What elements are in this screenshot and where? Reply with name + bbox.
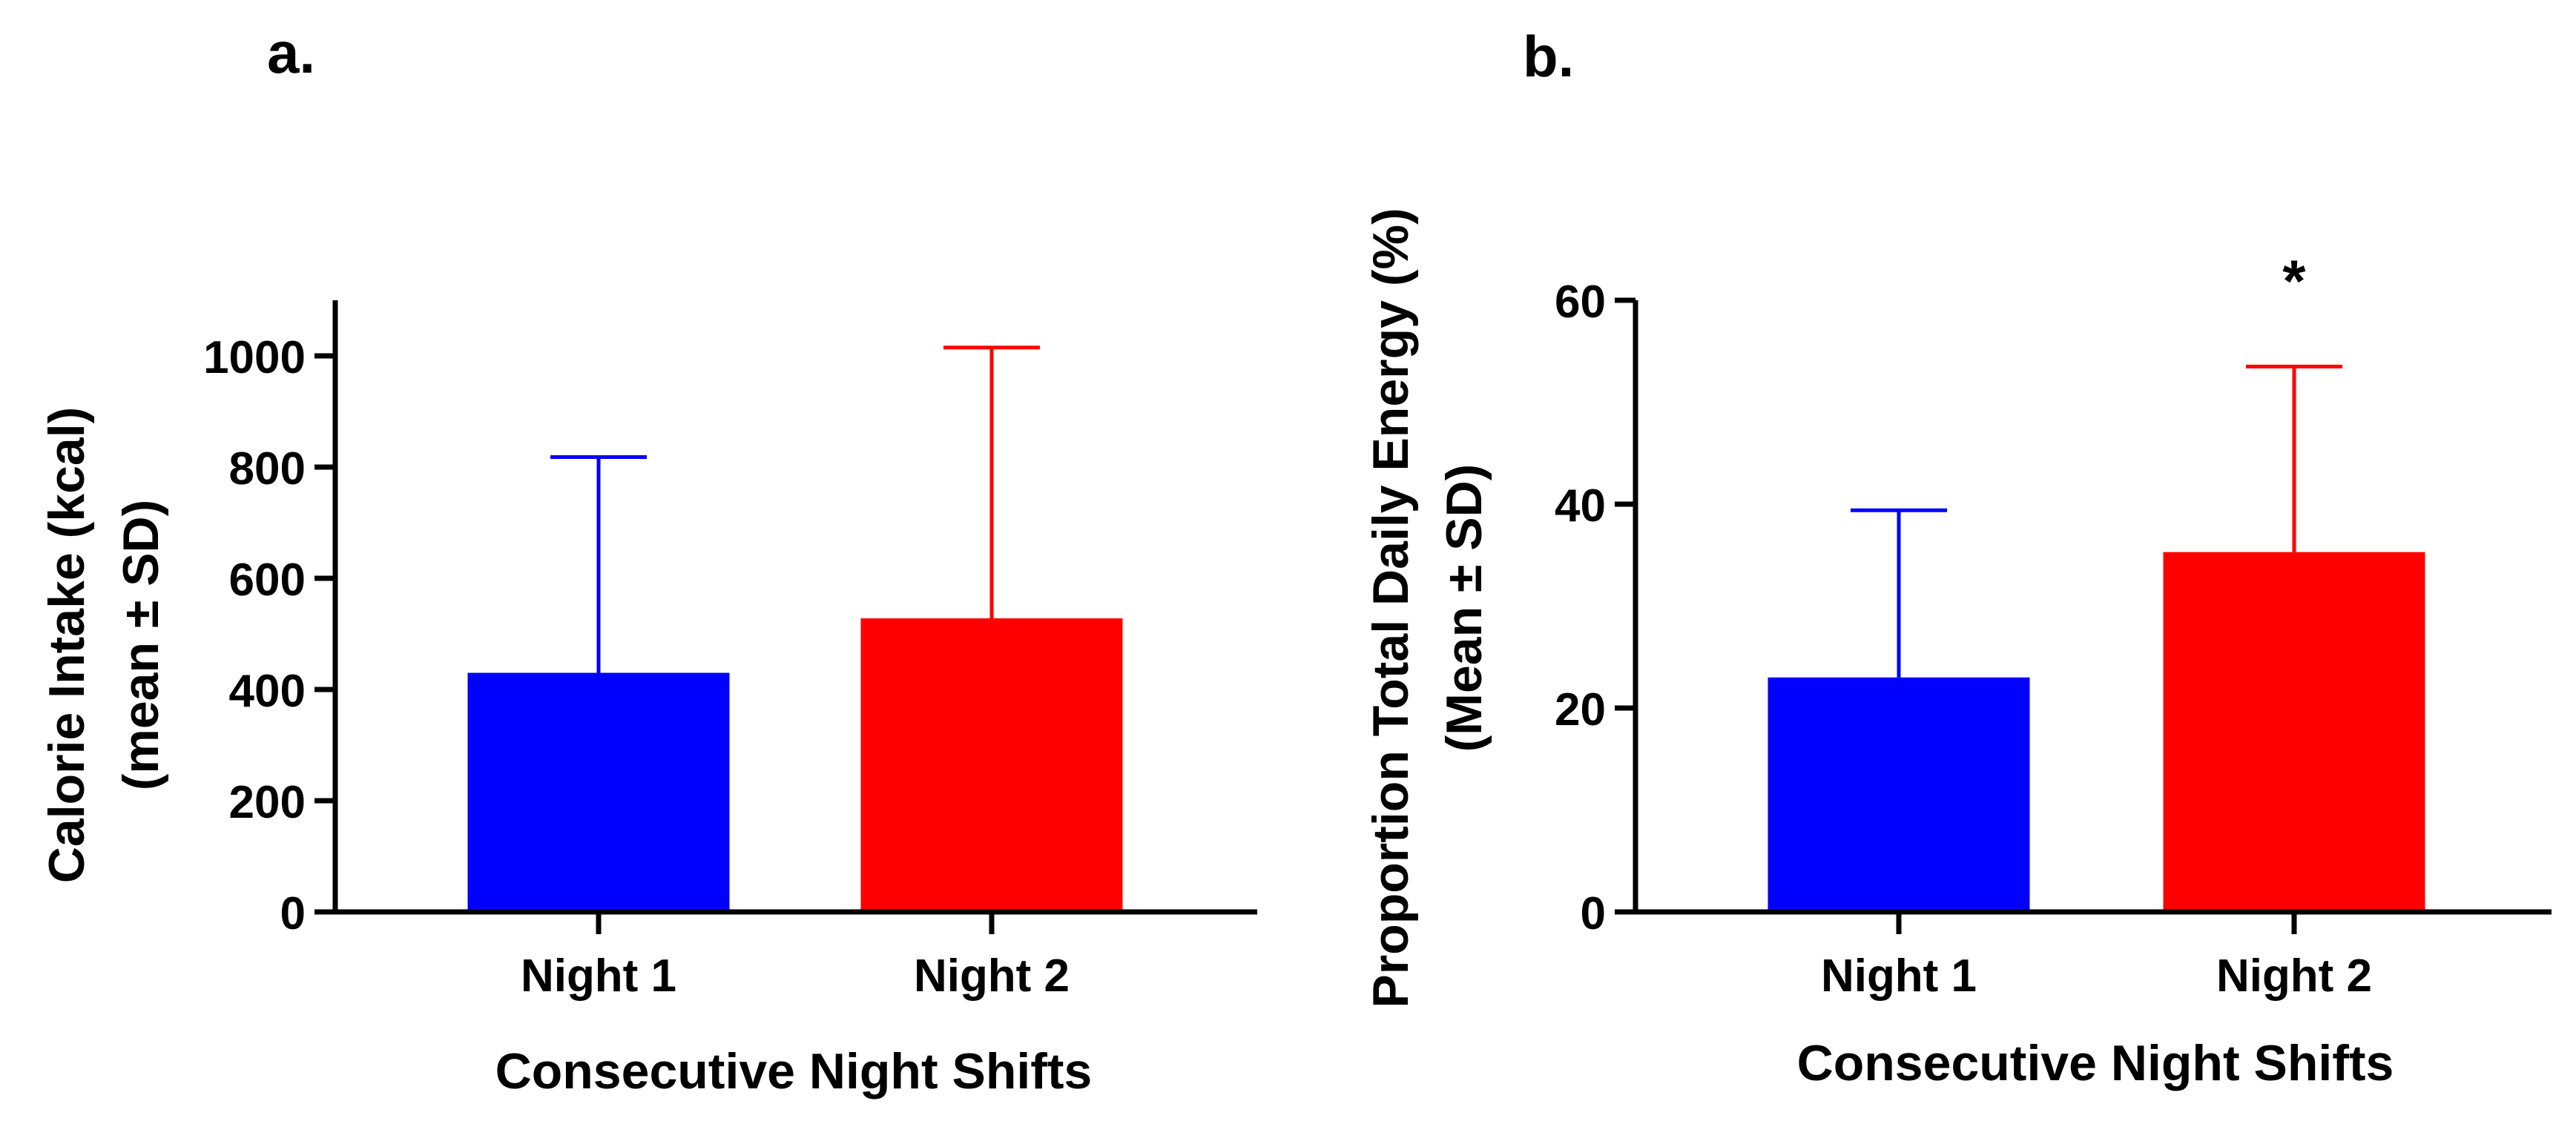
panel-a-y-tick-label-200: 200 bbox=[229, 777, 306, 828]
panel-b-y-tick-label-20: 20 bbox=[1555, 684, 1606, 735]
panel-a-y-tick-label-1000: 1000 bbox=[203, 332, 306, 383]
panel-b-y-axis-title: Proportion Total Daily Energy (%) bbox=[1363, 208, 1419, 1008]
panel-b-x-tick-label-1: Night 1 bbox=[1821, 950, 1977, 1002]
panel-a-y-tick-label-0: 0 bbox=[280, 888, 306, 939]
panel-b-significance-marker-1: * bbox=[2282, 248, 2306, 314]
panel-b-y-axis-subtitle: (Mean ± SD) bbox=[1436, 464, 1492, 753]
panel-a-x-tick-label-2: Night 2 bbox=[914, 950, 1070, 1002]
panel-b-bar-1 bbox=[1768, 677, 2030, 912]
panel-a-y-axis-subtitle: (mean ± SD) bbox=[113, 500, 169, 791]
panel-b-y-tick-label-60: 60 bbox=[1555, 277, 1606, 328]
panel-b-label: b. bbox=[1523, 24, 1574, 89]
panel-a-x-axis-title: Consecutive Night Shifts bbox=[495, 1043, 1093, 1099]
panel-b-bar-2 bbox=[2163, 552, 2425, 912]
panel-a-plot-area: 0 200 400 600 800 1000 Night 1 Night 2 bbox=[203, 300, 1257, 1002]
panel-a-y-tick-label-400: 400 bbox=[229, 666, 306, 717]
panel-a-y-tick-label-600: 600 bbox=[229, 555, 306, 606]
panel-a-y-tick-label-800: 800 bbox=[229, 443, 306, 495]
panel-a-label: a. bbox=[267, 20, 315, 85]
panel-a-bar-1 bbox=[467, 672, 730, 912]
panel-b-y-tick-label-40: 40 bbox=[1555, 480, 1606, 532]
panel-b-x-axis-title: Consecutive Night Shifts bbox=[1797, 1035, 2394, 1091]
panel-b-x-tick-label-2: Night 2 bbox=[2216, 950, 2372, 1002]
panel-b-plot-area: 0 20 40 60 Night 1 Night 2 * bbox=[1555, 248, 2552, 1002]
panel-b-chart: b. Proportion Total Daily Energy (%) (Me… bbox=[1363, 24, 2552, 1091]
panel-b-y-tick-label-0: 0 bbox=[1581, 888, 1606, 939]
panel-a-chart: a. Calorie Intake (kcal) (mean ± SD) Con… bbox=[39, 20, 1257, 1099]
panel-a-bar-2 bbox=[860, 618, 1123, 912]
panel-a-x-tick-label-1: Night 1 bbox=[521, 950, 676, 1002]
panel-a-y-axis-title: Calorie Intake (kcal) bbox=[39, 407, 95, 883]
